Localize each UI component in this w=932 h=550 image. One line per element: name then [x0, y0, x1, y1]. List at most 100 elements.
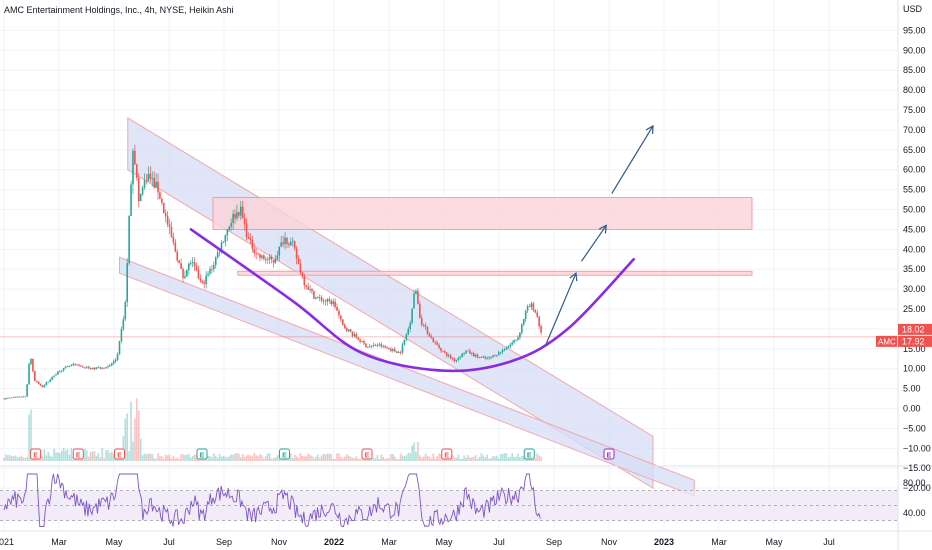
candle-body — [76, 364, 78, 366]
candle-body — [338, 310, 340, 316]
candle-body — [16, 396, 19, 398]
volume-bar — [59, 453, 61, 461]
candle-body — [532, 303, 535, 311]
volume-bar — [517, 453, 519, 461]
candle-body — [417, 290, 419, 305]
volume-bar — [164, 454, 167, 461]
chart-title: AMC Entertainment Holdings, Inc., 4h, NY… — [4, 5, 234, 15]
volume-bar — [47, 451, 50, 461]
candle-body — [10, 397, 13, 399]
time-tick-label: May — [105, 537, 123, 547]
candle-body — [213, 264, 215, 270]
candle-body — [232, 213, 234, 223]
price-tick-label: 90.00 — [903, 45, 926, 55]
volume-bar — [513, 456, 515, 461]
volume-bar — [112, 453, 115, 461]
time-tick-label: Jul — [493, 537, 505, 547]
candle-body — [401, 344, 404, 353]
volume-bar — [126, 413, 128, 461]
candle-body — [214, 257, 217, 265]
volume-bar — [430, 458, 433, 461]
candle-body — [536, 312, 539, 317]
candle-body — [484, 356, 487, 359]
candle-body — [411, 308, 413, 323]
candle-body — [57, 371, 59, 375]
candle-body — [270, 256, 273, 260]
rsi-band — [0, 490, 898, 521]
arrow-head — [569, 272, 578, 282]
rsi-line — [3, 473, 541, 528]
volume-bar — [57, 452, 59, 461]
time-tick-label: Sep — [216, 537, 232, 547]
volume-bar — [8, 454, 11, 461]
price-tick-label: −10.00 — [903, 443, 931, 453]
volume-bar — [132, 441, 134, 461]
volume-bar — [30, 409, 32, 461]
candle-body — [347, 329, 350, 331]
candle-body — [301, 272, 304, 277]
candle-body — [189, 263, 192, 264]
candle-body — [513, 340, 515, 343]
candle-body — [438, 344, 440, 348]
volume-bar — [522, 456, 525, 461]
price-tick-label: 45.00 — [903, 224, 926, 234]
volume-bar — [263, 458, 265, 461]
volume-bar — [7, 455, 9, 461]
candle-body — [143, 180, 146, 188]
candle-body — [155, 181, 157, 188]
candle-body — [162, 202, 165, 214]
candle-body — [114, 359, 117, 362]
volume-bar — [334, 458, 336, 461]
candle-body — [316, 297, 319, 299]
candle-body — [176, 251, 179, 261]
candle-body — [220, 242, 223, 252]
earnings-marker: E — [441, 448, 453, 460]
price-tick-label: 15.00 — [903, 344, 926, 354]
candle-body — [259, 253, 261, 258]
candle-body — [388, 348, 390, 349]
candle-body — [180, 263, 182, 269]
volume-bar — [534, 458, 537, 461]
volume-bar — [218, 453, 221, 461]
ticker-badge: AMC — [876, 335, 897, 347]
earnings-badge — [114, 448, 125, 460]
volume-bar — [43, 449, 46, 461]
volume-bar — [211, 457, 213, 461]
candle-body — [97, 367, 100, 369]
candle-body — [136, 164, 138, 178]
candle-body — [465, 350, 467, 354]
volume-bar — [205, 457, 207, 461]
candle-body — [343, 324, 346, 328]
candle-body — [419, 304, 421, 318]
volume-bar — [395, 458, 398, 461]
earnings-marker: E — [30, 448, 42, 460]
time-tick-label: 2021 — [0, 537, 14, 547]
volume-bar — [137, 410, 140, 461]
volume-bar — [236, 453, 238, 461]
volume-bar — [403, 456, 406, 461]
volume-bar — [420, 457, 423, 461]
volume-bar — [172, 455, 175, 461]
price-tick-label: 5.00 — [903, 384, 921, 394]
candle-body — [384, 345, 386, 348]
price-axis[interactable]: 95.00 90.00 85.00 80.00 75.00 70.00 65.00 60.00… — [876, 0, 932, 550]
candle-body — [447, 355, 450, 357]
current-price-value: 17.92 — [902, 336, 925, 346]
time-axis[interactable]: 2021 Mar May Jul Sep Nov 2022 Mar May Jul Sep Nov 20… — [0, 530, 932, 547]
candle-body — [3, 398, 5, 400]
price-tick-label: −15.00 — [903, 463, 931, 473]
candle-body — [432, 337, 435, 343]
candle-body — [451, 358, 454, 359]
volume-bar — [182, 454, 184, 461]
volume-bar — [492, 456, 494, 461]
rsi-tick-label: 40.00 — [903, 508, 926, 518]
volume-bar — [524, 458, 527, 461]
volume-bar — [18, 457, 21, 461]
volume-bar — [417, 441, 419, 461]
earnings-marker: E — [603, 448, 615, 460]
candle-body — [268, 256, 271, 260]
volume-bar — [247, 454, 250, 461]
candle-body — [461, 353, 463, 358]
volume-bar — [455, 457, 458, 461]
